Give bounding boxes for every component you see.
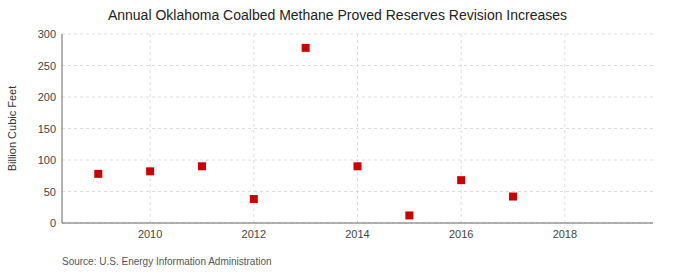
chart: 2010 2012 2014 2016 2018 0 50 100 150 200 250 300 Bi… — [0, 0, 675, 275]
x-tick-label: 2016 — [449, 228, 473, 240]
grid-line-y — [62, 128, 653, 129]
grid-line-y — [62, 223, 653, 224]
y-tick-label: 50 — [44, 186, 56, 198]
x-axis-line — [62, 223, 653, 224]
x-tick-label: 2014 — [345, 228, 369, 240]
grid — [62, 34, 653, 223]
points — [94, 44, 517, 220]
source-note: Source: U.S. Energy Information Administ… — [62, 256, 272, 267]
point — [509, 193, 517, 201]
point — [250, 195, 258, 203]
point — [94, 170, 102, 178]
x-tick-label: 2010 — [138, 228, 162, 240]
point — [302, 44, 310, 52]
grid-line-x — [150, 34, 151, 223]
point — [146, 167, 154, 175]
point — [198, 162, 206, 170]
grid-line-x — [564, 34, 565, 223]
axes: 2010 2012 2014 2016 2018 0 50 100 150 200 250 300 — [38, 28, 653, 240]
point — [405, 211, 413, 219]
y-axis-label: Billion Cubic Feet — [6, 86, 18, 172]
y-tick-label: 0 — [50, 217, 56, 229]
point — [457, 176, 465, 184]
y-tick-label: 100 — [38, 154, 56, 166]
y-axis-line — [62, 34, 63, 223]
x-tick-label: 2012 — [242, 228, 266, 240]
y-tick-label: 200 — [38, 91, 56, 103]
title: Annual Oklahoma Coalbed Methane Proved R… — [108, 7, 567, 23]
grid-line-x — [461, 34, 462, 223]
y-tick-label: 300 — [38, 28, 56, 40]
x-tick-label: 2018 — [553, 228, 577, 240]
grid-line-x — [253, 34, 254, 223]
grid-line-x — [357, 34, 358, 223]
y-tick-label: 150 — [38, 123, 56, 135]
y-tick-label: 250 — [38, 60, 56, 72]
point — [354, 162, 362, 170]
chart-container: 2010 2012 2014 2016 2018 0 50 100 150 200 250 300 Bi… — [0, 0, 675, 275]
